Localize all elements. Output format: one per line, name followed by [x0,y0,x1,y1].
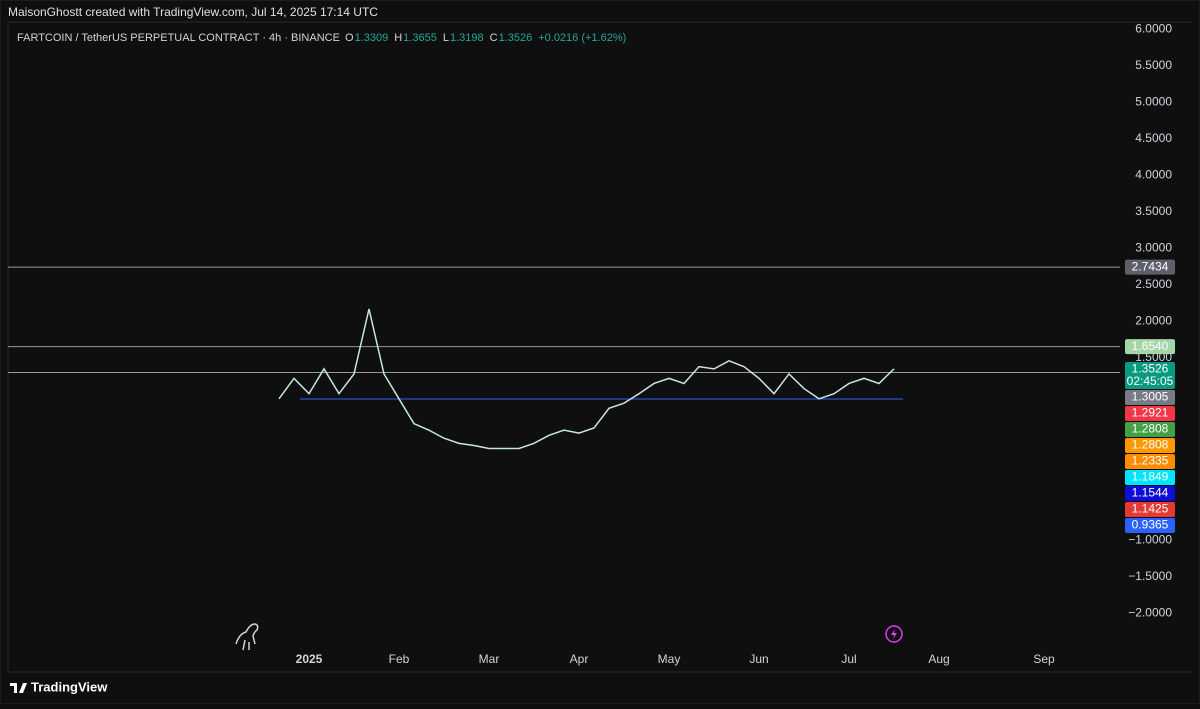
price-tag [1125,339,1175,355]
event-icon[interactable] [885,625,903,643]
change: +0.0216 (+1.62%) [538,32,626,44]
x-tick-label: Mar [479,652,500,666]
credit: MaisonGhostt created with TradingView.co… [8,5,378,19]
price-tag [1125,502,1175,517]
price-tag-label: 1.3526 [1132,362,1169,376]
price-tag [1125,454,1175,469]
x-tick-label: 2025 [296,652,323,666]
y-tick-label: 5.5000 [1135,58,1172,72]
price-line [278,308,895,450]
x-tick-label: Jun [749,652,768,666]
price-tag-label: 0.9365 [1132,518,1169,532]
ohlc-key: C [490,32,498,44]
x-tick-label: May [658,652,681,666]
price-tag-label: 1.1425 [1132,502,1169,516]
price-tag-label: 1.2808 [1132,438,1169,452]
brand: TradingView [31,679,108,694]
price-tag-label: 1.3005 [1132,390,1169,404]
price-tag-label: 1.1544 [1132,486,1169,500]
price-tag [1125,390,1175,405]
x-tick-label: Feb [389,652,410,666]
ohlc-key: O [345,32,354,44]
x-tick-label: Sep [1033,652,1055,666]
price-tag-label: 1.2335 [1132,454,1169,468]
y-tick-label: −1.0000 [1128,533,1172,547]
y-tick-label: 2.0000 [1135,314,1172,328]
ohlc-value: 1.3309 [355,32,389,44]
y-tick-label: 3.5000 [1135,204,1172,218]
x-tick-label: Jul [841,652,856,666]
y-tick-label: 6.0000 [1135,21,1172,35]
ohlc-key: L [443,32,449,44]
price-tag [1125,406,1175,421]
event-icon-bolt [891,629,897,639]
price-tag-label: 1.6540 [1132,339,1169,353]
ohlc: O 1.3309 H 1.3655 L 1.3198 C 1.3526 +0.0216 (+1.… [345,32,626,44]
y-tick-label: 3.0000 [1135,241,1172,255]
price-tag [1125,422,1175,437]
price-tag [1125,470,1175,485]
y-tick-label: 4.5000 [1135,131,1172,145]
y-tick-label: 2.5000 [1135,277,1172,291]
price-tag [1125,259,1175,275]
x-tick-label: Aug [928,652,949,666]
price-tag-label: 2.7434 [1132,259,1169,273]
ohlc-value: 1.3526 [499,32,533,44]
tv-logo [10,683,27,693]
ohlc-value: 1.3198 [450,32,484,44]
countdown: 02:45:05 [1127,374,1174,388]
y-tick-label: −2.0000 [1128,606,1172,620]
dino-icon[interactable] [235,623,259,651]
price-tag [1125,362,1175,389]
price-tag-label: 1.1849 [1132,470,1169,484]
price-tag-label: 1.2921 [1132,406,1169,420]
symbol: FARTCOIN / TetherUS PERPETUAL CONTRACT ·… [17,32,340,44]
y-tick-label: −1.5000 [1128,569,1172,583]
ohlc-value: 1.3655 [403,32,437,44]
ohlc-key: H [394,32,402,44]
price-tag-label: 1.2808 [1132,422,1169,436]
price-tag [1125,486,1175,501]
y-tick-label: 5.0000 [1135,94,1172,108]
x-tick-label: Apr [570,652,589,666]
y-tick-label: 4.0000 [1135,168,1172,182]
price-tag [1125,438,1175,453]
price-tag [1125,518,1175,533]
